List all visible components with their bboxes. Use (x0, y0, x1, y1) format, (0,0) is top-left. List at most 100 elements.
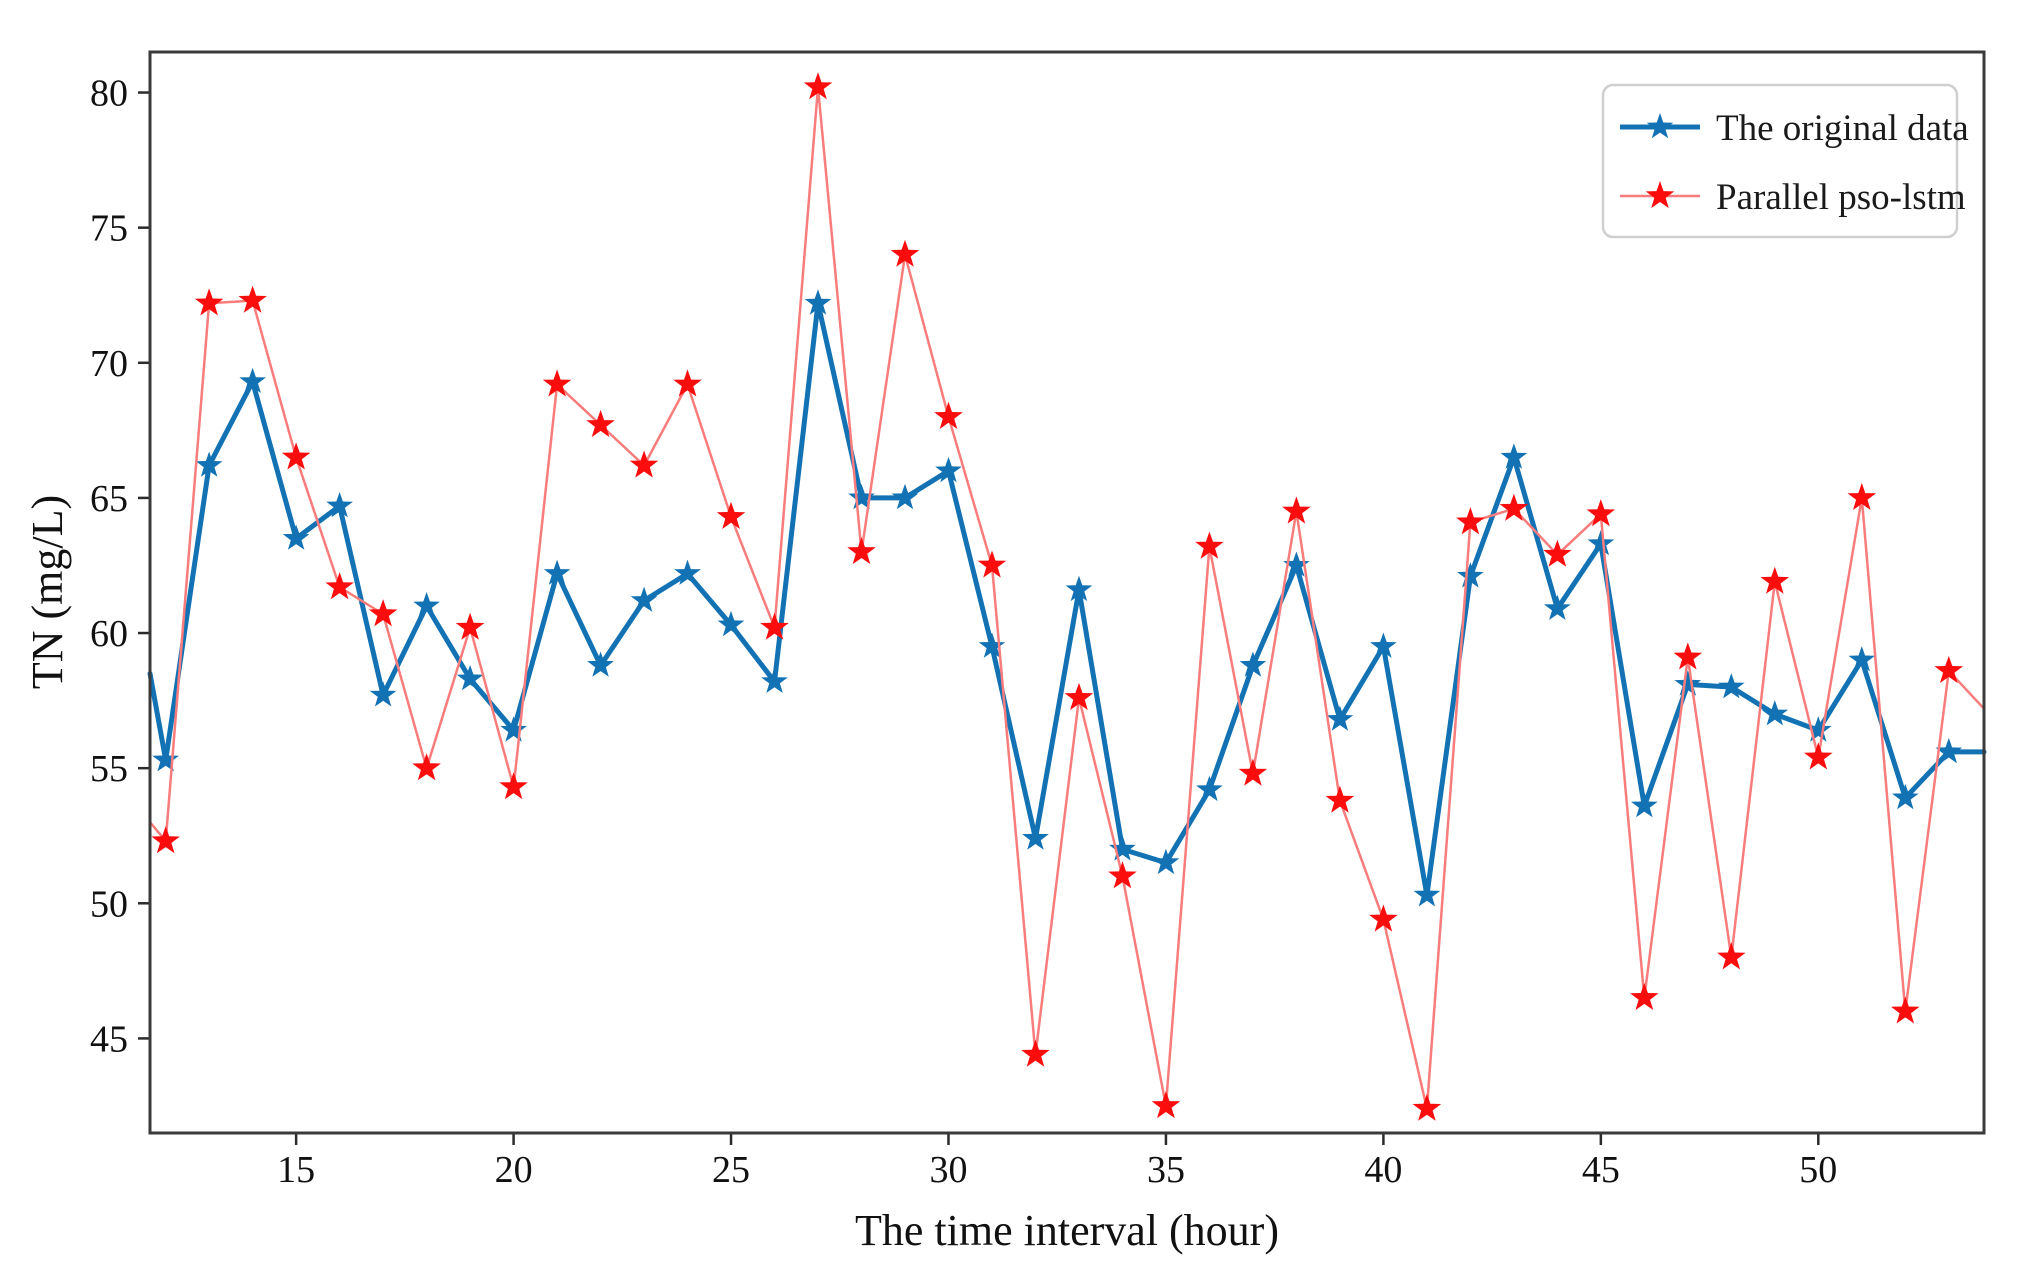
data-marker-pso-lstm (368, 599, 398, 627)
data-marker-pso-lstm (1630, 982, 1659, 1010)
x-tick-label: 30 (929, 1149, 967, 1191)
plot-frame (148, 50, 1986, 1135)
legend: The original data Parallel pso-lstm (1601, 83, 1969, 239)
data-marker-original (369, 681, 397, 707)
data-marker-pso-lstm (1325, 785, 1355, 813)
x-tick-label: 15 (277, 1149, 315, 1191)
x-axis-label: The time interval (hour) (855, 1206, 1279, 1255)
data-marker-original (239, 367, 266, 393)
data-marker-pso-lstm (1499, 493, 1529, 521)
data-marker-original (1500, 443, 1528, 469)
data-marker-original (935, 456, 962, 483)
data-marker-pso-lstm (325, 572, 354, 600)
data-marker-original (543, 559, 571, 585)
x-tick-label: 50 (1799, 1149, 1837, 1191)
data-marker-pso-lstm (1456, 507, 1485, 535)
y-tick-label: 50 (90, 883, 128, 925)
x-tick-label: 40 (1364, 1149, 1402, 1191)
data-marker-pso-lstm (1717, 942, 1746, 970)
data-marker-pso-lstm (716, 501, 746, 529)
y-tick-label: 60 (90, 613, 128, 655)
x-tick-label: 45 (1582, 1149, 1620, 1191)
data-marker-original (1196, 775, 1223, 802)
plot-area: 15 20 25 30 35 40 45 50 45 50 55 60 65 70 75 80 (90, 50, 1987, 1191)
series-line-pso-lstm (148, 85, 1986, 1110)
data-marker-original (1370, 632, 1397, 658)
data-marker-pso-lstm (1934, 655, 1963, 683)
data-marker-pso-lstm (1891, 996, 1920, 1024)
data-marker-pso-lstm (1543, 539, 1572, 567)
data-marker-pso-lstm (977, 550, 1007, 578)
data-marker-original (891, 483, 919, 510)
data-marker-pso-lstm (1586, 499, 1616, 527)
data-marker-pso-lstm (1238, 758, 1268, 786)
data-marker-pso-lstm (238, 285, 267, 313)
data-marker-pso-lstm (1847, 482, 1877, 510)
data-marker-original (1718, 673, 1745, 699)
data-marker-original (1109, 835, 1136, 861)
data-marker-original (717, 610, 745, 637)
data-marker-original (1022, 824, 1049, 850)
data-marker-original (152, 746, 179, 772)
data-marker-original (587, 651, 614, 677)
data-marker-original (978, 632, 1006, 658)
data-marker-pso-lstm (499, 772, 528, 800)
data-marker-pso-lstm (890, 239, 920, 267)
data-marker-original (282, 524, 310, 550)
y-tick-label: 55 (90, 748, 128, 790)
data-marker-original (1152, 848, 1180, 875)
data-marker-pso-lstm (586, 409, 615, 438)
data-marker-pso-lstm (1064, 682, 1094, 710)
data-marker-original (1413, 881, 1441, 907)
data-marker-original (1457, 562, 1484, 588)
data-marker-pso-lstm (1804, 742, 1833, 770)
data-marker-original (1283, 551, 1310, 577)
data-marker-pso-lstm (1369, 904, 1398, 932)
data-marker-pso-lstm (803, 72, 833, 100)
data-marker-pso-lstm (1151, 1091, 1181, 1119)
data-marker-original (1065, 575, 1093, 602)
data-marker-original (1761, 700, 1789, 726)
data-marker-pso-lstm (412, 753, 441, 781)
y-tick-label: 65 (90, 478, 128, 520)
y-tick-label: 45 (90, 1018, 128, 1060)
data-marker-original (195, 451, 223, 477)
y-tick-label: 80 (90, 73, 128, 115)
data-marker-original (1587, 529, 1615, 556)
legend-box (1601, 83, 1959, 239)
data-marker-original (761, 667, 788, 693)
data-marker-pso-lstm (281, 442, 311, 470)
data-marker-pso-lstm (1108, 861, 1137, 889)
data-marker-original (1892, 783, 1919, 810)
y-tick-label: 75 (90, 208, 128, 250)
data-marker-pso-lstm (1760, 566, 1790, 594)
data-marker-pso-lstm (629, 450, 659, 478)
data-marker-original (326, 492, 353, 518)
data-marker-pso-lstm (1412, 1093, 1442, 1121)
data-marker-original (630, 586, 658, 612)
data-marker-original (500, 716, 527, 742)
data-marker-original (1239, 651, 1267, 677)
data-marker-pso-lstm (847, 537, 876, 565)
data-marker-pso-lstm (673, 369, 702, 397)
x-tick-label: 20 (495, 1149, 533, 1191)
legend-star-icon (1646, 113, 1674, 139)
data-marker-original (1935, 737, 1963, 764)
data-marker-pso-lstm (194, 288, 224, 316)
data-marker-pso-lstm (1282, 496, 1311, 524)
data-marker-pso-lstm (760, 612, 789, 640)
data-marker-original (1326, 705, 1354, 731)
data-marker-pso-lstm (542, 369, 572, 397)
data-marker-pso-lstm (1673, 642, 1703, 670)
x-tick-label: 35 (1147, 1149, 1185, 1191)
y-axis-label: TN (mg/L) (23, 495, 72, 689)
data-marker-pso-lstm (1195, 531, 1224, 559)
data-marker-original (804, 289, 832, 315)
data-marker-original (1805, 716, 1832, 742)
legend-entry-original: The original data (1716, 108, 1969, 149)
data-marker-original (456, 665, 484, 691)
legend-entry-pso-lstm: Parallel pso-lstm (1716, 177, 1966, 218)
data-marker-original (413, 592, 440, 618)
